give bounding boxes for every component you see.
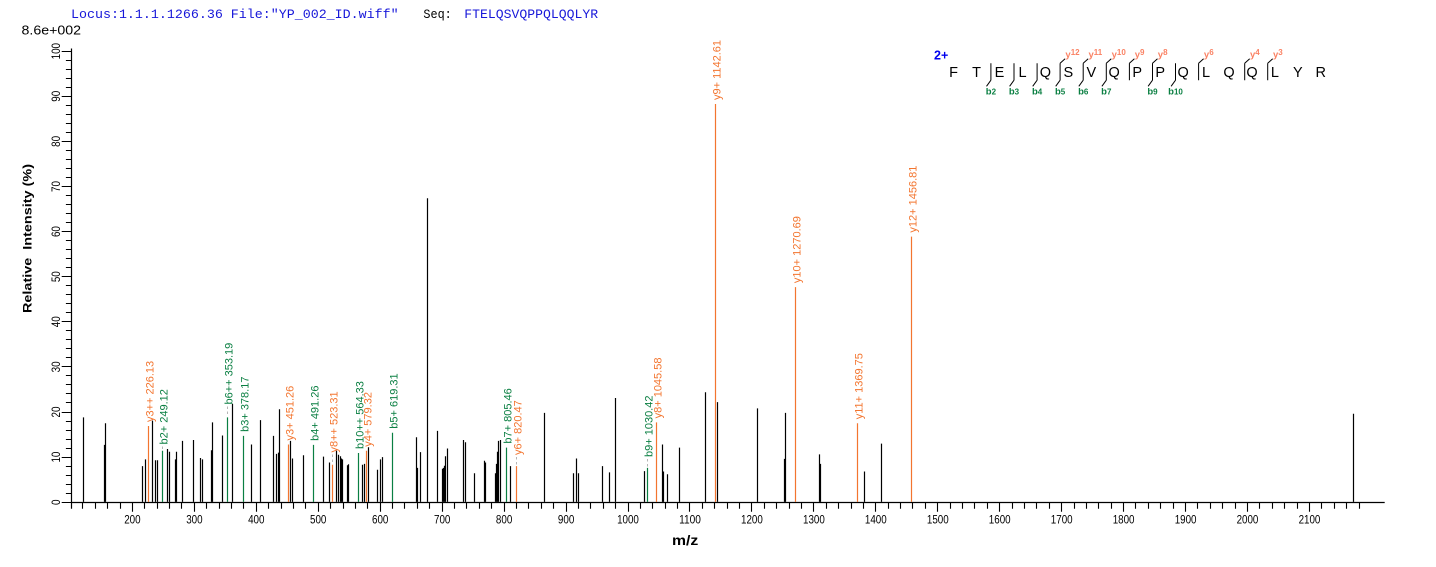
svg-text:m/z: m/z	[672, 533, 699, 548]
svg-text:Q: Q	[1177, 65, 1188, 81]
svg-text:y11+ 1369.75: y11+ 1369.75	[854, 353, 866, 419]
svg-text:E: E	[995, 65, 1005, 81]
svg-text:600: 600	[372, 512, 389, 526]
svg-text:2+: 2+	[934, 49, 948, 63]
svg-text:2000: 2000	[1237, 512, 1259, 526]
svg-text:FTELQSVQPPQLQQLYR: FTELQSVQPPQLQQLYR	[464, 7, 598, 22]
svg-text:Q: Q	[1223, 65, 1234, 81]
svg-text:F: F	[949, 65, 958, 81]
svg-text:70: 70	[49, 181, 63, 192]
svg-text:y9: y9	[1135, 48, 1145, 61]
svg-text:700: 700	[434, 512, 451, 526]
svg-text:P: P	[1155, 65, 1165, 81]
svg-text:b4+ 491.26: b4+ 491.26	[310, 386, 322, 441]
svg-text:L: L	[1271, 65, 1279, 81]
svg-text:b10: b10	[1168, 87, 1183, 98]
svg-text:y4+ 579.32: y4+ 579.32	[363, 392, 375, 447]
svg-text:y8+ 1045.58: y8+ 1045.58	[653, 358, 665, 419]
svg-text:1400: 1400	[865, 512, 887, 526]
svg-text:900: 900	[558, 512, 575, 526]
svg-text:R: R	[1316, 65, 1326, 81]
svg-text:1200: 1200	[741, 512, 763, 526]
svg-text:b5+ 619.31: b5+ 619.31	[389, 373, 401, 428]
svg-text:1800: 1800	[1113, 512, 1135, 526]
svg-text:60: 60	[49, 226, 63, 237]
svg-text:1300: 1300	[803, 512, 825, 526]
svg-text:y3: y3	[1273, 48, 1283, 61]
svg-text:Q: Q	[1246, 65, 1257, 81]
svg-text:Y: Y	[1293, 65, 1303, 81]
svg-text:1900: 1900	[1175, 512, 1197, 526]
svg-text:10: 10	[49, 451, 63, 462]
svg-text:y9+ 1142.61: y9+ 1142.61	[712, 40, 724, 100]
svg-text:b3: b3	[1009, 87, 1020, 98]
svg-text:100: 100	[49, 43, 63, 60]
svg-text:20: 20	[49, 406, 63, 417]
svg-text:y4: y4	[1250, 48, 1260, 61]
svg-text:y10+ 1270.69: y10+ 1270.69	[792, 216, 804, 283]
svg-text:Relative Intensity (%): Relative Intensity (%)	[21, 164, 35, 313]
svg-text:50: 50	[49, 271, 63, 282]
svg-text:b10++ 564.33: b10++ 564.33	[355, 381, 367, 449]
svg-text:1100: 1100	[679, 512, 701, 526]
svg-text:P: P	[1132, 65, 1142, 81]
svg-text:Locus:1.1.1.1266.36 File:"YP_0: Locus:1.1.1.1266.36 File:"YP_002_ID.wiff…	[71, 7, 399, 22]
svg-text:200: 200	[124, 512, 141, 526]
svg-text:0: 0	[49, 499, 63, 505]
svg-text:b2: b2	[986, 87, 997, 98]
svg-text:8.6e+002: 8.6e+002	[22, 23, 82, 38]
svg-text:800: 800	[496, 512, 513, 526]
svg-text:Q: Q	[1040, 65, 1051, 81]
svg-text:y6+ 820.47: y6+ 820.47	[513, 400, 525, 455]
svg-text:1500: 1500	[927, 512, 949, 526]
svg-text:30: 30	[49, 361, 63, 372]
svg-text:b7: b7	[1101, 87, 1112, 98]
svg-text:400: 400	[248, 512, 265, 526]
svg-text:L: L	[1018, 65, 1026, 81]
svg-text:90: 90	[49, 91, 63, 102]
svg-text:y3+ 451.26: y3+ 451.26	[285, 386, 297, 441]
svg-text:b3+ 378.17: b3+ 378.17	[240, 377, 252, 432]
svg-text:300: 300	[186, 512, 203, 526]
svg-text:y8++ 523.31: y8++ 523.31	[329, 391, 341, 452]
svg-text:T: T	[972, 65, 981, 81]
svg-text:b2+ 249.12: b2+ 249.12	[159, 389, 171, 444]
svg-text:b4: b4	[1032, 87, 1043, 98]
svg-text:S: S	[1063, 65, 1073, 81]
svg-text:b6: b6	[1078, 87, 1089, 98]
svg-text:1600: 1600	[989, 512, 1011, 526]
svg-text:y6: y6	[1204, 48, 1214, 61]
svg-text:1700: 1700	[1051, 512, 1073, 526]
svg-text:80: 80	[49, 136, 63, 147]
svg-text:b9: b9	[1147, 87, 1158, 98]
svg-text:L: L	[1202, 65, 1210, 81]
svg-text:y8: y8	[1158, 48, 1168, 61]
svg-text:V: V	[1086, 65, 1096, 81]
svg-text:b6++ 353.19: b6++ 353.19	[224, 343, 236, 405]
svg-text:y12+ 1456.81: y12+ 1456.81	[908, 166, 920, 233]
svg-text:500: 500	[310, 512, 327, 526]
svg-text:b9+ 1030.42: b9+ 1030.42	[644, 396, 656, 457]
svg-text:Seq:: Seq:	[423, 7, 451, 22]
svg-text:40: 40	[49, 316, 63, 327]
svg-text:2100: 2100	[1299, 512, 1321, 526]
svg-text:b7+ 805.46: b7+ 805.46	[503, 388, 515, 443]
svg-text:1000: 1000	[617, 512, 639, 526]
svg-text:b5: b5	[1055, 87, 1066, 98]
svg-text:Q: Q	[1109, 65, 1120, 81]
svg-text:y3++ 226.13: y3++ 226.13	[145, 361, 157, 422]
